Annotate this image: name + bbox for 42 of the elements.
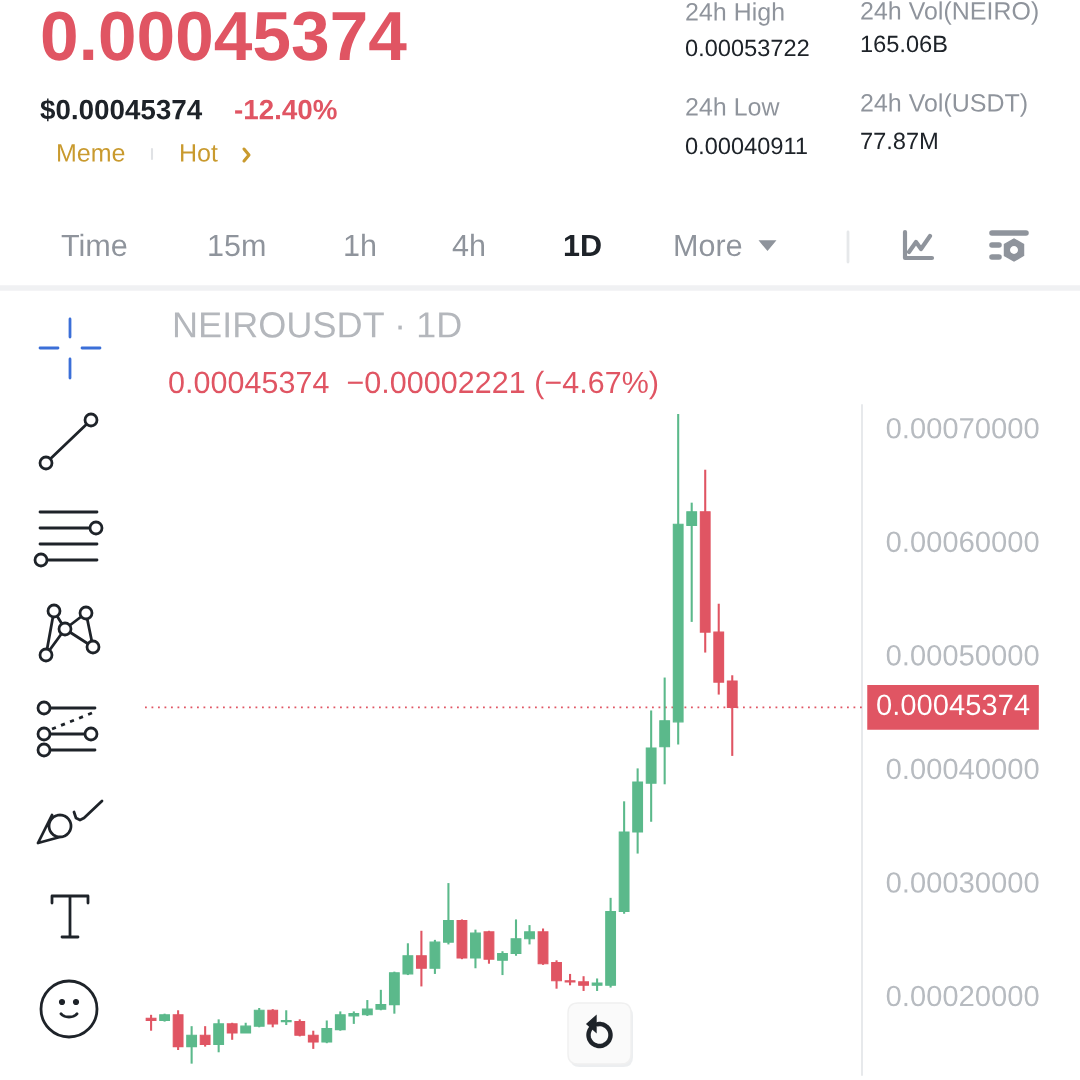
candlestick [415, 929, 427, 988]
candlestick [686, 501, 698, 623]
y-tick-label: 0.00020000 [886, 985, 1039, 1007]
candlestick [267, 1008, 279, 1029]
text: 24h Vol(NEIRO) [861, 1, 1038, 25]
chart-title: NEIROUSDT · 1D [174, 312, 461, 338]
text: -12.40% [235, 99, 337, 120]
candlestick [497, 950, 508, 977]
chart-subtitle: 0.00045374 −0.00002221 (−4.67%) [169, 370, 658, 400]
candlestick [334, 1010, 346, 1032]
text: 24h Low [686, 97, 780, 116]
candlestick [213, 1018, 225, 1054]
text: 0.00053722 [685, 39, 809, 57]
text: 15m [209, 234, 265, 257]
text: 24h Vol(USDT) [861, 93, 1027, 117]
text: 0.00045374 [42, 11, 407, 61]
y-tick-label: 0.00070000 [886, 417, 1039, 439]
candlestick [307, 1029, 319, 1050]
candlestick [186, 1025, 198, 1065]
text: Hot [181, 144, 218, 162]
text: Time [61, 233, 127, 257]
text: 1h [345, 233, 375, 256]
candlestick [199, 1025, 211, 1048]
candlestick [510, 918, 522, 957]
y-tick-label: 0.00060000 [886, 531, 1039, 553]
candlestick [551, 959, 562, 990]
text: Meme [58, 144, 125, 162]
candlestick [443, 882, 454, 946]
text: 24h High [686, 2, 784, 26]
candlestick [524, 924, 535, 946]
text: 77.87M [861, 132, 937, 150]
text: $0.00045374 [40, 98, 203, 122]
text: 0.00040911 [685, 137, 807, 155]
text: 165.06B [861, 35, 947, 53]
candlestick [402, 942, 414, 977]
ref-line-label: 0.00045374 [877, 694, 1030, 716]
text: 4h [452, 233, 484, 256]
text: More [675, 234, 742, 257]
y-tick-label: 0.00030000 [886, 872, 1039, 893]
y-tick-label: 0.00050000 [886, 645, 1039, 666]
text: 1D [564, 234, 601, 256]
y-tick-label: 0.00040000 [886, 758, 1039, 780]
